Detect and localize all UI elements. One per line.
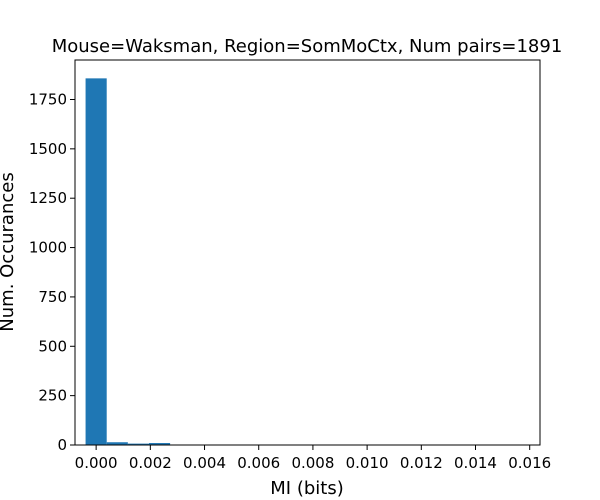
histogram-bar [148, 443, 171, 445]
histogram-bar [106, 442, 128, 445]
x-tick-label: 0.002 [129, 454, 172, 472]
x-axis-label: MI (bits) [270, 478, 343, 499]
y-tick-label: 250 [38, 387, 67, 405]
x-tick-label: 0.014 [454, 454, 497, 472]
bars-group [85, 78, 255, 446]
plot-frame [74, 59, 541, 446]
x-tick-label: 0.000 [75, 454, 118, 472]
y-tick-label: 1250 [29, 189, 67, 207]
y-axis-ticks: 0 250 500 750 1000 1250 1500 1750 [29, 90, 75, 454]
x-tick-label: 0.012 [400, 454, 443, 472]
x-axis-ticks: 0.000 0.002 0.004 0.006 0.008 0.010 0.012 0.014… [75, 445, 551, 472]
chart-title: Mouse=Waksman, Region=SomMoCtx, Num pair… [52, 36, 563, 57]
x-tick-label: 0.016 [508, 454, 551, 472]
y-tick-label: 500 [38, 337, 67, 355]
x-tick-label: 0.008 [291, 454, 334, 472]
y-tick-label: 0 [57, 436, 67, 454]
y-tick-label: 1750 [29, 90, 67, 108]
x-tick-label: 0.004 [183, 454, 226, 472]
y-tick-label: 1000 [29, 239, 67, 257]
histogram-bar [85, 78, 107, 445]
histogram-bar [127, 443, 149, 445]
y-tick-label: 750 [38, 288, 67, 306]
y-axis-label: Num. Occurances [0, 172, 18, 331]
x-tick-label: 0.010 [346, 454, 389, 472]
x-tick-label: 0.006 [237, 454, 280, 472]
y-tick-label: 1500 [29, 140, 67, 158]
